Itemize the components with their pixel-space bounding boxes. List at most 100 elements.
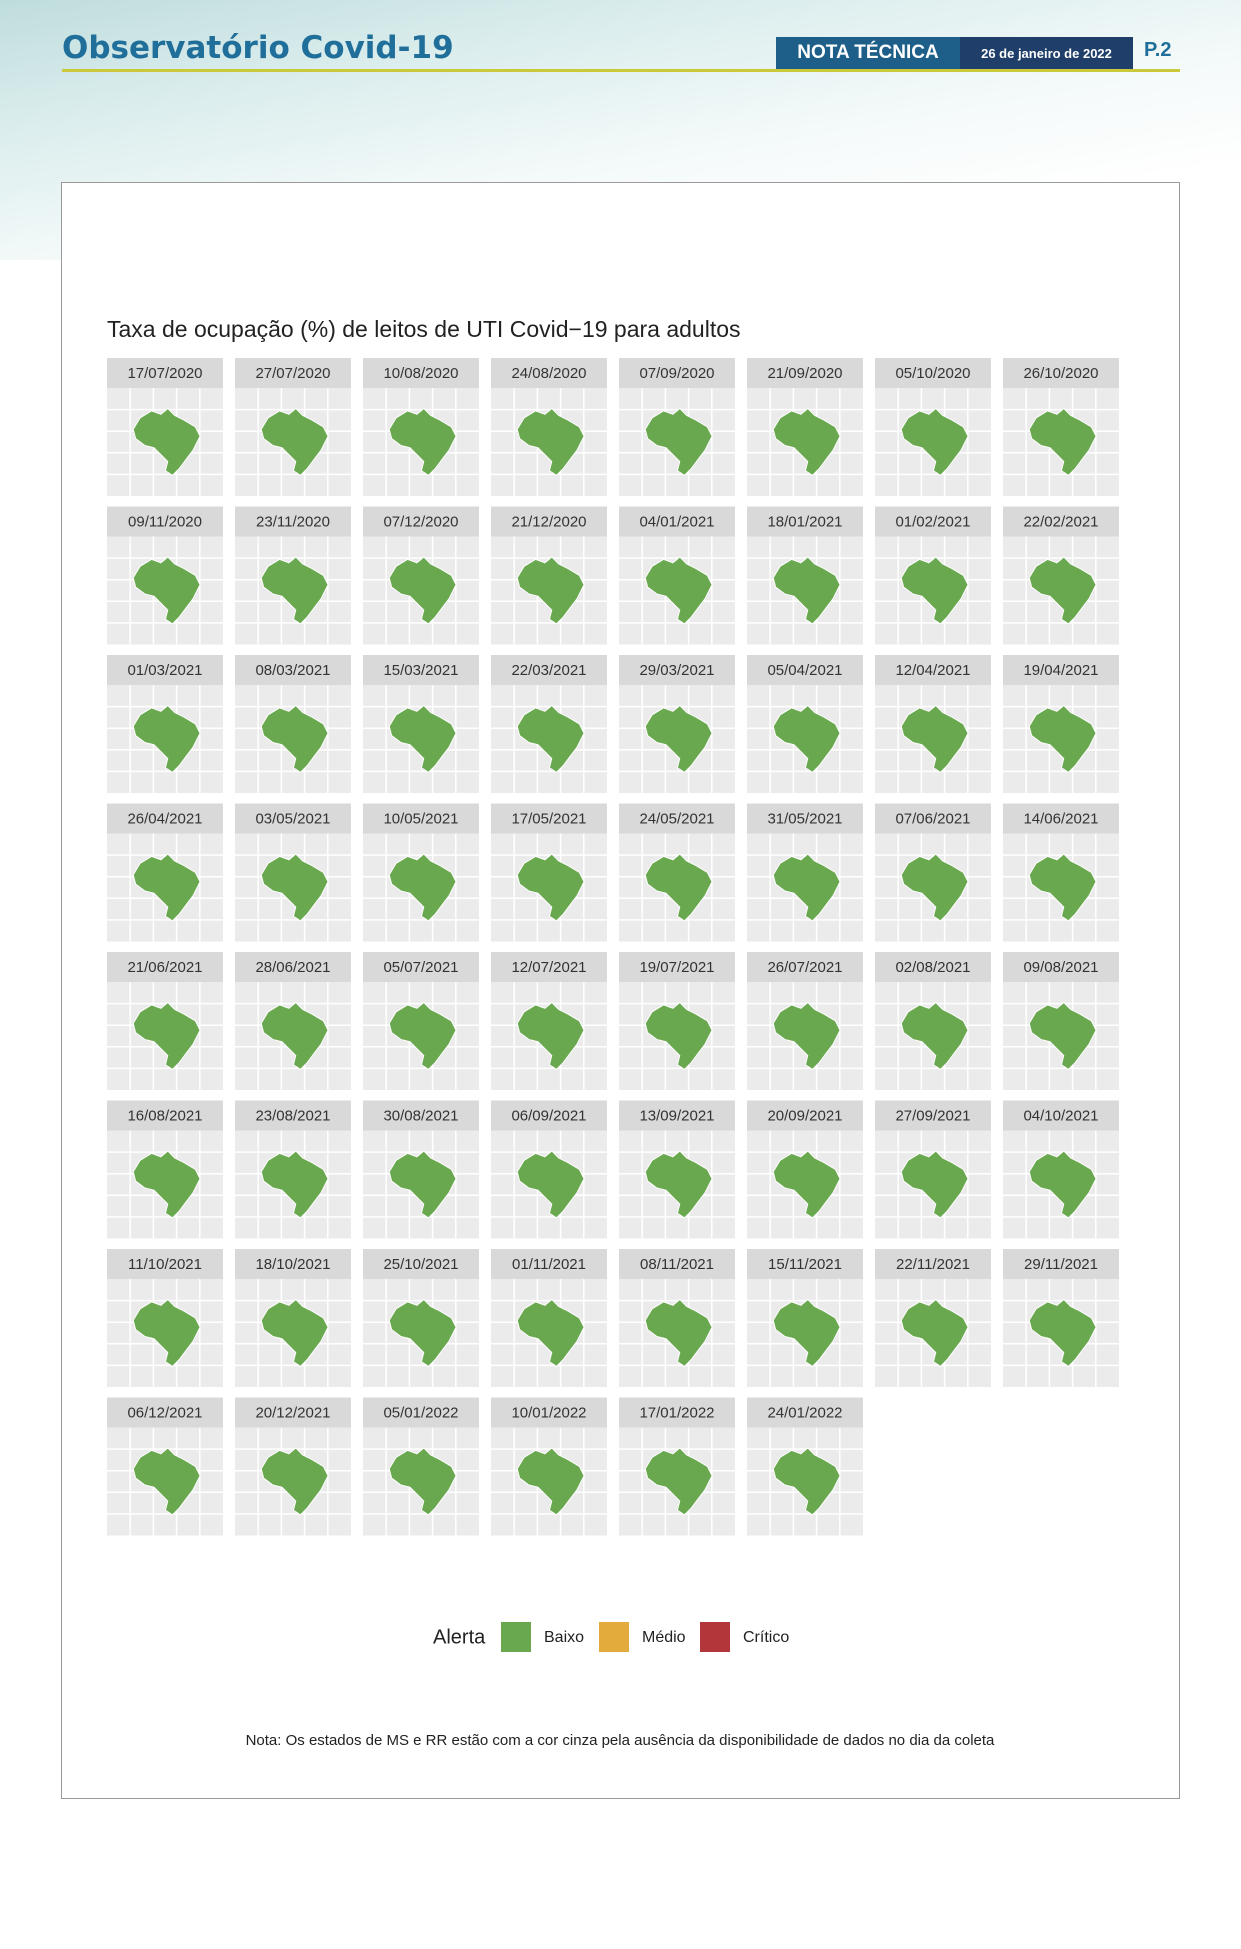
map	[900, 407, 969, 476]
panel-date: 17/05/2021	[511, 810, 586, 827]
panel-date: 23/11/2020	[256, 513, 330, 530]
map	[132, 704, 201, 773]
panel-date: 15/11/2021	[768, 1256, 842, 1273]
panel-date: 09/08/2021	[1023, 959, 1098, 976]
map	[516, 1447, 585, 1516]
map	[1028, 407, 1097, 476]
panel-date: 24/01/2022	[767, 1404, 842, 1421]
panel-header	[491, 655, 607, 685]
panel-header	[363, 1397, 479, 1428]
map	[644, 1447, 713, 1516]
panel-date: 09/11/2020	[128, 513, 202, 530]
panel-header	[747, 1249, 863, 1279]
map	[1028, 853, 1097, 922]
panel-date: 14/06/2021	[1023, 810, 1098, 827]
panel-header	[235, 1100, 351, 1131]
panel-date: 06/12/2021	[127, 1404, 202, 1421]
map	[772, 556, 841, 625]
panel-header	[747, 655, 863, 685]
panel-date: 12/07/2021	[511, 959, 586, 976]
legend-label: Crítico	[743, 1629, 789, 1646]
panel-date: 21/06/2021	[127, 959, 202, 976]
map	[772, 407, 841, 476]
panel-date: 01/11/2021	[512, 1256, 586, 1273]
map	[132, 1001, 201, 1070]
panel-header	[491, 1397, 607, 1428]
panel-date: 06/09/2021	[511, 1107, 586, 1124]
panel-date: 05/04/2021	[767, 662, 842, 679]
panel-header	[235, 952, 351, 982]
panel-header	[107, 952, 223, 982]
map	[644, 1001, 713, 1070]
panel-header	[491, 803, 607, 834]
panel-date: 22/02/2021	[1023, 513, 1098, 530]
panel-header	[491, 1249, 607, 1279]
panel-header	[1003, 952, 1119, 982]
map	[900, 853, 969, 922]
map	[900, 1150, 969, 1219]
panel-header	[619, 1397, 735, 1428]
panel-header	[363, 655, 479, 685]
map	[900, 1298, 969, 1367]
panel-header	[235, 1397, 351, 1428]
panel-date: 07/12/2020	[383, 513, 458, 530]
map	[388, 1150, 457, 1219]
panel-date: 20/09/2021	[767, 1107, 842, 1124]
panel-header	[363, 803, 479, 834]
panel-header	[107, 506, 223, 537]
panel-date: 15/03/2021	[383, 662, 458, 679]
panel-header	[363, 1249, 479, 1279]
panel-header	[747, 952, 863, 982]
panel-header	[875, 803, 991, 834]
map	[772, 1447, 841, 1516]
panel-date: 08/03/2021	[255, 662, 330, 679]
map	[1028, 556, 1097, 625]
map	[772, 853, 841, 922]
panel-header	[1003, 655, 1119, 685]
map	[1028, 1001, 1097, 1070]
panel-header	[363, 1100, 479, 1131]
map	[772, 1150, 841, 1219]
panel-date: 04/01/2021	[639, 513, 714, 530]
map	[260, 853, 329, 922]
map	[132, 1298, 201, 1367]
map	[772, 1298, 841, 1367]
map	[1028, 1150, 1097, 1219]
panel-date: 11/10/2021	[128, 1256, 202, 1273]
panel-date: 31/05/2021	[767, 810, 842, 827]
map	[260, 1298, 329, 1367]
legend-title: Alerta	[433, 1626, 486, 1648]
map	[644, 1298, 713, 1367]
map	[388, 1001, 457, 1070]
panel-date: 05/01/2022	[383, 1404, 458, 1421]
map	[516, 1001, 585, 1070]
note: Nota: Os estados de MS e RR estão com a …	[246, 1732, 995, 1749]
panel-header	[107, 1249, 223, 1279]
panel-header	[363, 506, 479, 537]
panel-header	[491, 952, 607, 982]
panel-date: 23/08/2021	[255, 1107, 330, 1124]
panel-header	[619, 1249, 735, 1279]
header-title: Observatório Covid-19	[62, 30, 454, 66]
map	[132, 853, 201, 922]
panel-date: 26/04/2021	[127, 810, 202, 827]
legend-swatch	[501, 1622, 531, 1652]
map	[388, 1298, 457, 1367]
panel-header	[875, 1100, 991, 1131]
map	[388, 704, 457, 773]
panel-header	[107, 358, 223, 388]
panel-date: 26/10/2020	[1023, 365, 1098, 382]
panel-header	[747, 803, 863, 834]
panel-header	[1003, 803, 1119, 834]
panel-date: 20/12/2021	[255, 1404, 330, 1421]
panel-date: 24/05/2021	[639, 810, 714, 827]
panel-header	[107, 803, 223, 834]
panel-date: 16/08/2021	[127, 1107, 202, 1124]
legend-swatch	[700, 1622, 730, 1652]
panel-header	[1003, 1100, 1119, 1131]
panel-date: 02/08/2021	[895, 959, 970, 976]
panel-date: 04/10/2021	[1023, 1107, 1098, 1124]
figure-title: Taxa de ocupação (%) de leitos de UTI Co…	[107, 316, 741, 342]
panel-date: 10/08/2020	[383, 365, 458, 382]
